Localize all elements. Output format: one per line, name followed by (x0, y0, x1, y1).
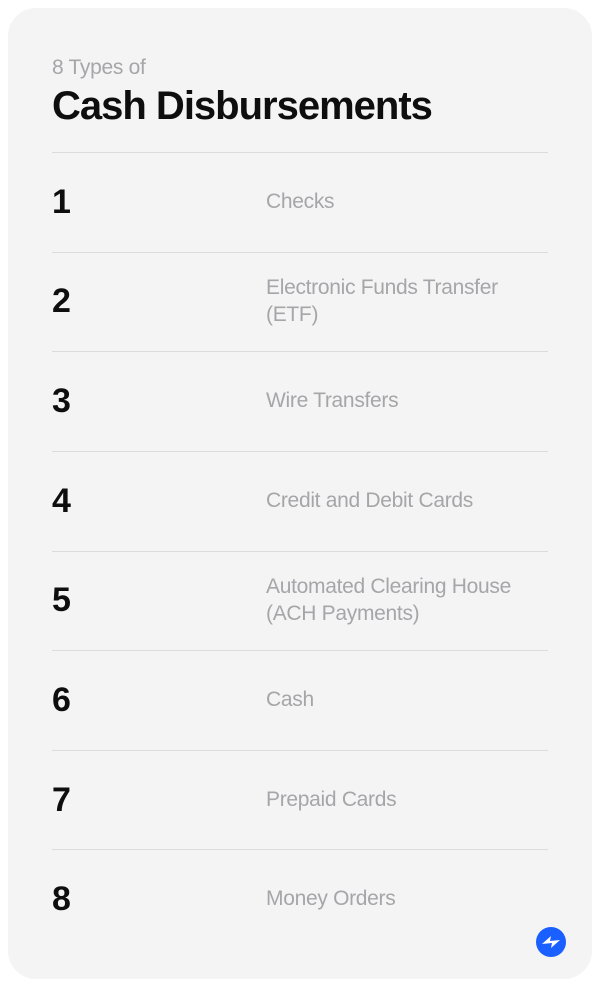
item-label: Credit and Debit Cards (266, 489, 473, 512)
item-number: 1 (52, 183, 70, 221)
card-subtitle: 8 Types of (52, 56, 548, 80)
item-number: 8 (52, 880, 70, 918)
list-item: 5 Automated Clearing House (ACH Payments… (52, 552, 548, 651)
list-item: 2 Electronic Funds Transfer (ETF) (52, 253, 548, 352)
item-label: Prepaid Cards (266, 788, 396, 811)
item-label: Cash (266, 688, 314, 711)
list-item: 4 Credit and Debit Cards (52, 452, 548, 551)
item-number: 6 (52, 681, 70, 719)
card-header: 8 Types of Cash Disbursements (52, 56, 548, 128)
list-item: 1 Checks (52, 153, 548, 252)
item-label: Automated Clearing House (ACH Payments) (266, 575, 511, 625)
brand-logo-icon (536, 927, 566, 957)
card-title: Cash Disbursements (52, 84, 548, 128)
list-item: 8 Money Orders (52, 850, 548, 949)
item-number: 7 (52, 781, 70, 819)
item-label: Money Orders (266, 887, 395, 910)
item-list: 1 Checks 2 Electronic Funds Transfer (ET… (52, 153, 548, 949)
item-number: 3 (52, 382, 70, 420)
list-item: 7 Prepaid Cards (52, 751, 548, 850)
info-card: 8 Types of Cash Disbursements 1 Checks 2… (8, 8, 592, 979)
item-number: 5 (52, 581, 70, 619)
item-label: Checks (266, 190, 334, 213)
list-item: 6 Cash (52, 651, 548, 750)
item-number: 2 (52, 282, 70, 320)
item-number: 4 (52, 482, 70, 520)
item-label: Electronic Funds Transfer (ETF) (266, 276, 498, 326)
list-item: 3 Wire Transfers (52, 352, 548, 451)
item-label: Wire Transfers (266, 389, 398, 412)
